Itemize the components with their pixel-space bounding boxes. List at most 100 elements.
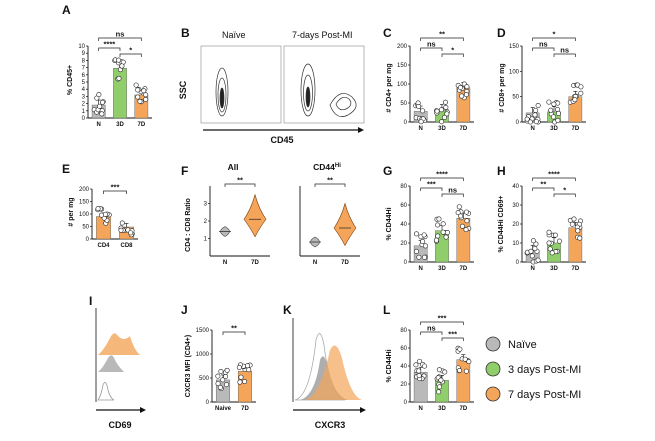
panel-letter-k: K: [283, 303, 292, 317]
data-point: [416, 373, 422, 379]
y-tick-label: 150: [397, 63, 408, 69]
flow-plot-7d: [283, 45, 365, 124]
data-point: [524, 116, 530, 122]
violin-title-hi: Hi: [335, 163, 341, 169]
x-tick-label: N: [223, 260, 227, 266]
data-point: [457, 368, 463, 374]
hist-cd69-label: CD69: [108, 420, 131, 430]
flow-plots-b: Naïve 7-days Post-MI SSC CD45: [178, 30, 365, 145]
violin-title-cd44: CD44: [313, 162, 335, 172]
data-point: [238, 374, 244, 380]
legend: Naïve 3 days Post-MI 7 days Post-MI: [485, 336, 581, 402]
x-tick-label: N: [418, 126, 422, 132]
data-point: [554, 106, 560, 112]
bar-chart-c: 0 50 100 150 200 # CD4+ per mg N 3D 7D **ns *: [386, 30, 474, 132]
panel-letter-i: I: [89, 294, 92, 308]
y-tick-label: 2: [82, 102, 86, 108]
sig-bracket: [441, 193, 464, 197]
y-tick-label: 40: [400, 364, 407, 370]
data-point: [578, 84, 584, 90]
sig-bracket: [224, 183, 256, 187]
legend-swatch: [485, 386, 501, 402]
data-point: [237, 379, 243, 385]
sig-bracket: [441, 337, 464, 341]
data-point: [528, 248, 534, 254]
panel-letter-d: D: [497, 26, 506, 40]
data-point: [439, 107, 445, 113]
sig-label: ***: [427, 180, 436, 189]
x-tick-label: 7D: [137, 122, 145, 128]
data-point: [546, 229, 552, 235]
data-point: [535, 102, 541, 108]
y-tick-label: 20: [512, 222, 519, 228]
violin-chart-f2: N 7D **: [299, 176, 360, 266]
data-point: [443, 234, 449, 240]
data-point: [116, 75, 122, 81]
data-point: [98, 212, 104, 218]
y-tick-label: 30: [512, 203, 519, 209]
data-point: [137, 98, 143, 104]
data-point: [224, 382, 230, 388]
data-point: [215, 373, 221, 379]
data-point: [571, 216, 577, 222]
y-tick-label: 150: [509, 44, 520, 50]
data-point: [118, 227, 124, 233]
y-tick-label: 1000: [196, 352, 210, 358]
sig-label: *: [129, 46, 132, 55]
bar-chart-j: 0 500 1000 1500 CXCR3 MFI (CD4+) Naive 7D **: [185, 324, 256, 412]
data-point: [442, 114, 448, 120]
data-point: [532, 112, 538, 118]
data-point: [550, 114, 556, 120]
y-tick-label: 50: [512, 95, 519, 101]
data-point: [532, 246, 538, 252]
y-tick-label: 7: [82, 66, 86, 72]
sig-bracket: [222, 331, 246, 335]
x-tick-label: 3D: [116, 122, 124, 128]
x-tick-label: 7D: [251, 260, 259, 266]
y-tick-label: 50: [82, 225, 89, 231]
flow-density-naive: [215, 67, 229, 117]
data-point: [569, 221, 575, 227]
x-tick-label: N: [96, 122, 100, 128]
data-point: [420, 238, 426, 244]
sig-bracket: [532, 47, 555, 51]
flow-col-7d: 7-days Post-MI: [292, 30, 353, 40]
data-point: [555, 117, 561, 123]
sig-label: *: [563, 186, 566, 195]
x-tick-label: Naive: [215, 406, 232, 412]
sig-label: ***: [438, 314, 447, 323]
sig-label: **: [327, 176, 333, 185]
data-point: [458, 213, 464, 219]
data-point: [556, 238, 562, 244]
hist-cxcr3-arrowhead: [360, 407, 366, 413]
hist-naive: [98, 355, 124, 372]
y-tick-label: 0: [82, 116, 86, 122]
data-point: [438, 377, 444, 383]
sig-label: ****: [436, 170, 448, 179]
sig-label: ns: [448, 186, 457, 195]
panel-letter-b: B: [181, 26, 190, 40]
sig-bracket: [441, 53, 464, 57]
y-axis-label: # per mg: [68, 197, 75, 226]
data-point: [463, 227, 469, 233]
y-tick-label: 0: [404, 400, 408, 406]
data-point: [133, 82, 139, 88]
y-tick-label: 500: [199, 376, 210, 382]
legend-swatch: [485, 361, 501, 377]
data-point: [143, 96, 149, 102]
data-point: [442, 99, 448, 105]
bar-chart-d: 0 50 100 150 # CD8+ per mg N 3D 7D * ns ns: [499, 30, 586, 132]
panel-letter-c: C: [383, 26, 392, 40]
sig-label: ns: [539, 40, 548, 49]
y-axis-label: % CD45+: [67, 65, 74, 95]
y-tick-label: 10: [78, 44, 85, 50]
data-point: [135, 87, 141, 93]
data-point: [578, 90, 584, 96]
sig-bracket: [103, 190, 127, 194]
panel-letter-e: E: [62, 162, 70, 176]
data-point: [435, 233, 441, 239]
y-tick-label: 80: [400, 328, 407, 334]
